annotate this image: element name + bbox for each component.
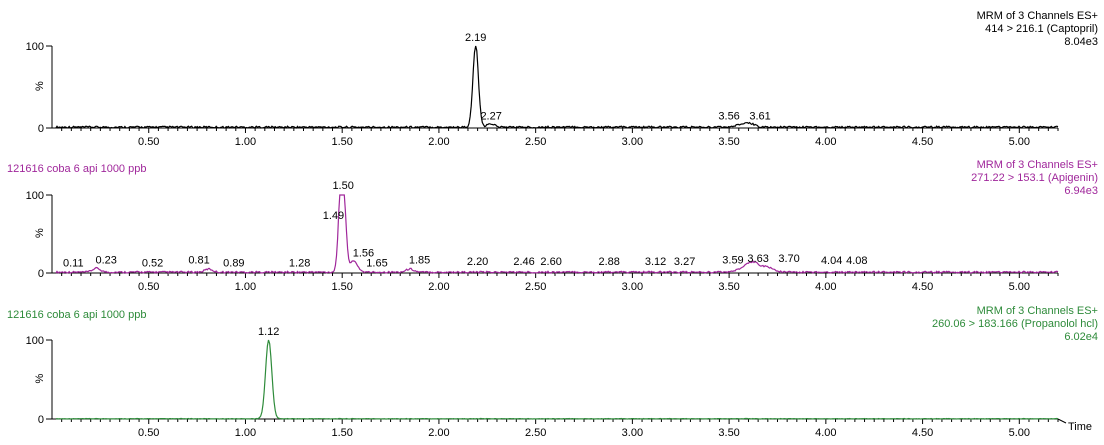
x-tick-label: 4.50 [912,427,933,439]
y-axis-label: % [34,374,46,384]
x-tick-label: 2.00 [428,427,449,439]
x-tick-label: 4.00 [815,281,836,293]
chromatogram-panel-2: 121616 coba 6 api 1000 ppb MRM of 3 Chann… [7,159,1098,293]
sample-label: 121616 coba 6 api 1000 ppb [7,309,146,321]
chromatogram-panel-3: 121616 coba 6 api 1000 ppb MRM of 3 Chann… [7,305,1098,439]
x-tick-label: 3.50 [718,427,739,439]
y-tick-label: 0 [38,268,44,280]
x-tick-label: 4.50 [912,281,933,293]
y-axis-label: % [34,228,46,238]
peak-label: 2.19 [465,32,486,44]
x-tick-label: 2.00 [428,281,449,293]
x-tick-label: 0.50 [138,136,159,148]
x-tick-label: 0.50 [138,281,159,293]
x-tick-label: 2.50 [525,427,546,439]
peak-label: 1.49 [323,210,344,222]
peak-label: 0.52 [142,257,163,269]
peak-label: 2.60 [540,256,561,268]
x-tick-label: 1.00 [235,136,256,148]
peak-label: 4.08 [846,255,867,267]
peak-label: 0.23 [95,254,116,266]
peak-label: 0.11 [63,257,84,269]
peak-label: 1.50 [332,180,353,192]
channel-header: MRM of 3 Channels ES+ [977,10,1098,22]
x-tick-label: 4.50 [912,136,933,148]
x-tick-label: 1.50 [331,136,352,148]
peak-label: 2.27 [480,111,501,123]
y-tick-label: 100 [26,190,44,202]
chromatogram-trace [55,339,1059,420]
intensity-label: 6.02e4 [1064,331,1098,343]
peak-label: 1.12 [258,326,279,338]
channel-header: MRM of 3 Channels ES+ [977,305,1098,317]
peak-label: 1.85 [409,254,430,266]
x-tick-label: 4.00 [815,136,836,148]
x-tick-label: 5.00 [1009,136,1030,148]
peak-label: 3.12 [645,256,666,268]
transition-label: 414 > 216.1 (Captopril) [985,23,1098,35]
peak-label: 1.65 [366,257,387,269]
x-tick-label: 0.50 [138,427,159,439]
peak-label: 3.63 [747,253,768,265]
x-tick-label: 3.50 [718,136,739,148]
x-tick-label: 3.50 [718,281,739,293]
intensity-label: 8.04e3 [1064,36,1098,48]
peak-label: 3.70 [778,253,799,265]
peak-label: 2.88 [598,256,619,268]
peak-label: 1.56 [353,247,374,259]
peak-label: 2.20 [467,256,488,268]
x-tick-label: 3.00 [622,281,643,293]
peak-label: 3.61 [749,111,770,123]
x-tick-label: 5.00 [1009,427,1030,439]
x-tick-label: 1.00 [235,427,256,439]
peak-label: 4.04 [821,255,842,267]
y-tick-label: 100 [26,41,44,53]
x-tick-label: 2.50 [525,136,546,148]
y-tick-label: 0 [38,123,44,135]
chromatogram-trace [55,194,1059,274]
peak-label: 3.27 [674,256,695,268]
x-tick-label: 3.00 [622,136,643,148]
transition-label: 271.22 > 153.1 (Apigenin) [971,172,1098,184]
peak-label: 1.28 [289,257,310,269]
peak-label: 0.81 [188,254,209,266]
x-tick-label: 1.50 [331,427,352,439]
y-tick-label: 0 [38,414,44,426]
y-tick-label: 100 [26,335,44,347]
peak-label: 3.59 [722,254,743,266]
x-tick-label: 1.50 [331,281,352,293]
transition-label: 260.06 > 183.166 (Propanolol hcl) [932,318,1098,330]
x-tick-label: 2.50 [525,281,546,293]
peak-label: 2.46 [513,256,534,268]
x-tick-label: 5.00 [1009,281,1030,293]
x-axis-label: Time [1068,421,1092,433]
sample-label: 121616 coba 6 api 1000 ppb [7,163,146,175]
x-axis-pointer [1057,418,1067,424]
x-tick-label: 2.00 [428,136,449,148]
x-tick-label: 1.00 [235,281,256,293]
y-axis-label: % [34,81,46,91]
peak-label: 3.56 [718,111,739,123]
x-tick-label: 3.00 [622,427,643,439]
x-tick-label: 4.00 [815,427,836,439]
peak-label: 0.89 [223,257,244,269]
chromatogram-trace [55,45,1059,129]
channel-header: MRM of 3 Channels ES+ [977,159,1098,171]
chromatogram-panel-1: MRM of 3 Channels ES+414 > 216.1 (Captop… [26,10,1098,148]
intensity-label: 6.94e3 [1064,185,1098,197]
